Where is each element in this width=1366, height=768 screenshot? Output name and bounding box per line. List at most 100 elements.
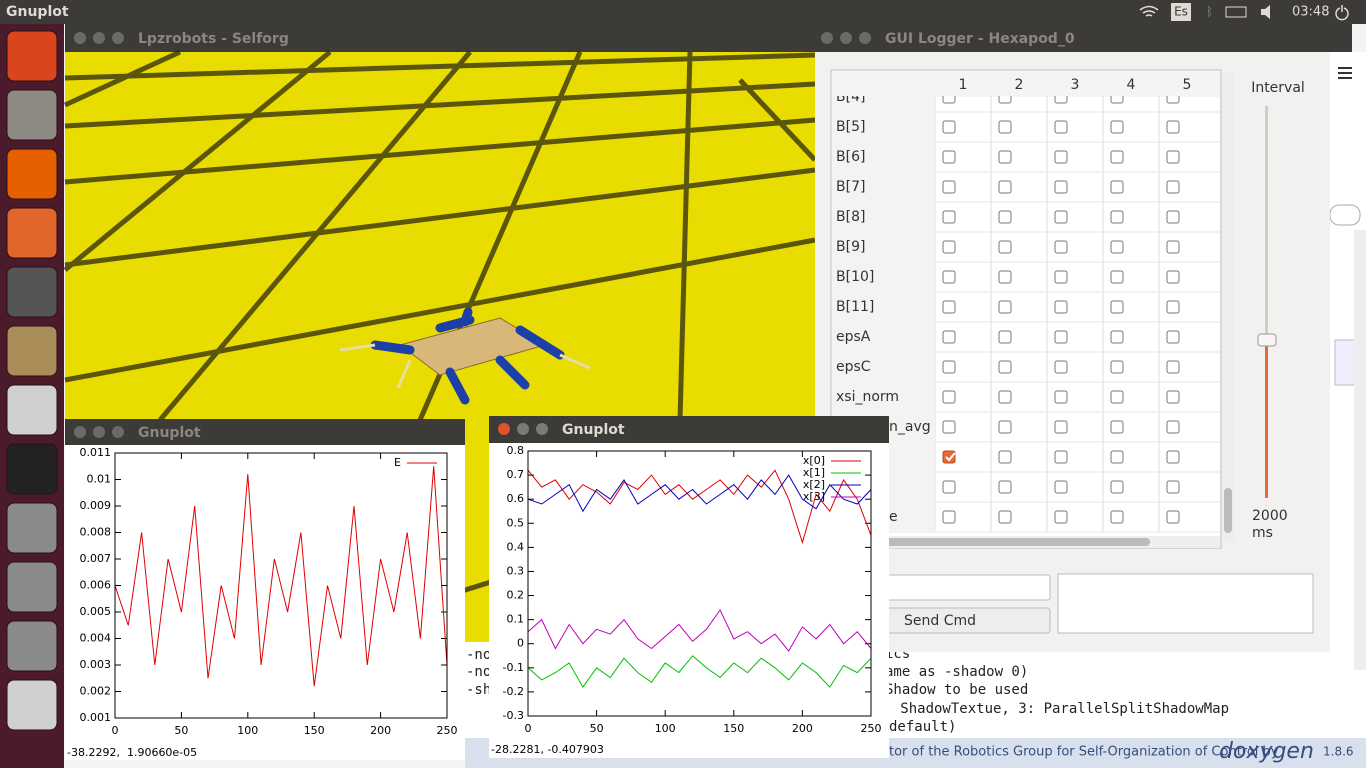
checkbox[interactable]: [942, 120, 956, 134]
launcher-icon[interactable]: [6, 384, 58, 436]
checkbox[interactable]: [942, 210, 956, 224]
launcher-icon[interactable]: [6, 561, 58, 613]
checkbox[interactable]: [1110, 510, 1124, 524]
launcher-icon[interactable]: [6, 443, 58, 495]
checkbox[interactable]: [1110, 420, 1124, 434]
checkbox[interactable]: [998, 150, 1012, 164]
checkbox[interactable]: [942, 150, 956, 164]
checkbox[interactable]: [1166, 210, 1180, 224]
checkbox[interactable]: [1166, 330, 1180, 344]
maximize-button[interactable]: [859, 32, 871, 44]
checkbox[interactable]: [998, 450, 1012, 464]
checkbox[interactable]: [1054, 300, 1068, 314]
checkbox[interactable]: [998, 180, 1012, 194]
minimize-button[interactable]: [93, 426, 105, 438]
checkbox[interactable]: [942, 360, 956, 374]
launcher-icon[interactable]: [6, 679, 58, 731]
checkbox[interactable]: [1166, 270, 1180, 284]
checkbox[interactable]: [942, 270, 956, 284]
checkbox[interactable]: [1166, 420, 1180, 434]
checkbox[interactable]: [1054, 180, 1068, 194]
launcher-icon[interactable]: [6, 502, 58, 554]
checkbox[interactable]: [998, 480, 1012, 494]
checkbox[interactable]: [942, 450, 956, 464]
battery-icon[interactable]: [1225, 6, 1247, 18]
launcher-icon[interactable]: [6, 30, 58, 82]
maximize-button[interactable]: [112, 32, 124, 44]
bluetooth-icon[interactable]: ᛒ: [1206, 5, 1213, 19]
checkbox[interactable]: [1166, 450, 1180, 464]
table-vscroll[interactable]: [1222, 72, 1234, 542]
lang-box[interactable]: [1171, 3, 1191, 21]
close-button[interactable]: [74, 32, 86, 44]
checkbox[interactable]: [1110, 360, 1124, 374]
launcher-icon[interactable]: [6, 325, 58, 377]
checkbox[interactable]: [1166, 120, 1180, 134]
checkbox[interactable]: [998, 210, 1012, 224]
doc-menu[interactable]: [1338, 67, 1352, 79]
checkbox[interactable]: [1110, 300, 1124, 314]
checkbox[interactable]: [1166, 150, 1180, 164]
checkbox[interactable]: [942, 240, 956, 254]
checkbox[interactable]: [1110, 450, 1124, 464]
minimize-button[interactable]: [517, 423, 529, 435]
launcher-icon[interactable]: [6, 620, 58, 672]
checkbox[interactable]: [1054, 210, 1068, 224]
checkbox[interactable]: [1166, 240, 1180, 254]
hscroll-thumb[interactable]: [842, 538, 1150, 546]
checkbox[interactable]: [1054, 270, 1068, 284]
checkbox[interactable]: [1054, 480, 1068, 494]
checkbox[interactable]: [1054, 150, 1068, 164]
checkbox[interactable]: [998, 240, 1012, 254]
checkbox[interactable]: [1166, 390, 1180, 404]
checkbox[interactable]: [1110, 480, 1124, 494]
maximize-button[interactable]: [112, 426, 124, 438]
checkbox[interactable]: [1110, 270, 1124, 284]
close-button[interactable]: [821, 32, 833, 44]
checkbox[interactable]: [1110, 150, 1124, 164]
checkbox[interactable]: [998, 120, 1012, 134]
checkbox[interactable]: [1054, 120, 1068, 134]
launcher-icon[interactable]: [6, 207, 58, 259]
checkbox[interactable]: [1054, 390, 1068, 404]
launcher-icon[interactable]: [6, 148, 58, 200]
clock[interactable]: 03:48: [1292, 5, 1329, 20]
output-area[interactable]: [1057, 573, 1314, 634]
checkbox[interactable]: [1054, 510, 1068, 524]
checkbox[interactable]: [1166, 300, 1180, 314]
checkbox[interactable]: [1110, 240, 1124, 254]
launcher-icon[interactable]: [6, 266, 58, 318]
slider-fill[interactable]: [1265, 341, 1268, 498]
checkbox[interactable]: [1054, 330, 1068, 344]
checkbox[interactable]: [1054, 420, 1068, 434]
checkbox[interactable]: [942, 420, 956, 434]
checkbox[interactable]: [1166, 360, 1180, 374]
checkbox[interactable]: [998, 360, 1012, 374]
checkbox[interactable]: [1110, 120, 1124, 134]
checkbox[interactable]: [1110, 330, 1124, 344]
checkbox[interactable]: [1054, 360, 1068, 374]
checkbox[interactable]: [942, 300, 956, 314]
minimize-button[interactable]: [840, 32, 852, 44]
command-input[interactable]: [879, 574, 1051, 601]
checkbox[interactable]: [942, 480, 956, 494]
close-button[interactable]: [74, 426, 86, 438]
checkbox[interactable]: [1054, 450, 1068, 464]
checkbox[interactable]: [1166, 180, 1180, 194]
minimize-button[interactable]: [93, 32, 105, 44]
checkbox[interactable]: [1166, 510, 1180, 524]
wifi-icon[interactable]: [1139, 5, 1159, 17]
close-button[interactable]: [498, 423, 510, 435]
checkbox[interactable]: [1054, 240, 1068, 254]
launcher-icon[interactable]: [6, 89, 58, 141]
vscroll-thumb[interactable]: [1224, 488, 1232, 533]
checkbox[interactable]: [942, 180, 956, 194]
power-icon[interactable]: [1335, 5, 1349, 21]
checkbox[interactable]: [998, 270, 1012, 284]
checkbox[interactable]: [942, 330, 956, 344]
checkbox[interactable]: [998, 300, 1012, 314]
checkbox[interactable]: [998, 510, 1012, 524]
footer-logo[interactable]: doxygen: [1219, 739, 1314, 764]
checkbox[interactable]: [1110, 390, 1124, 404]
checkbox[interactable]: [942, 390, 956, 404]
